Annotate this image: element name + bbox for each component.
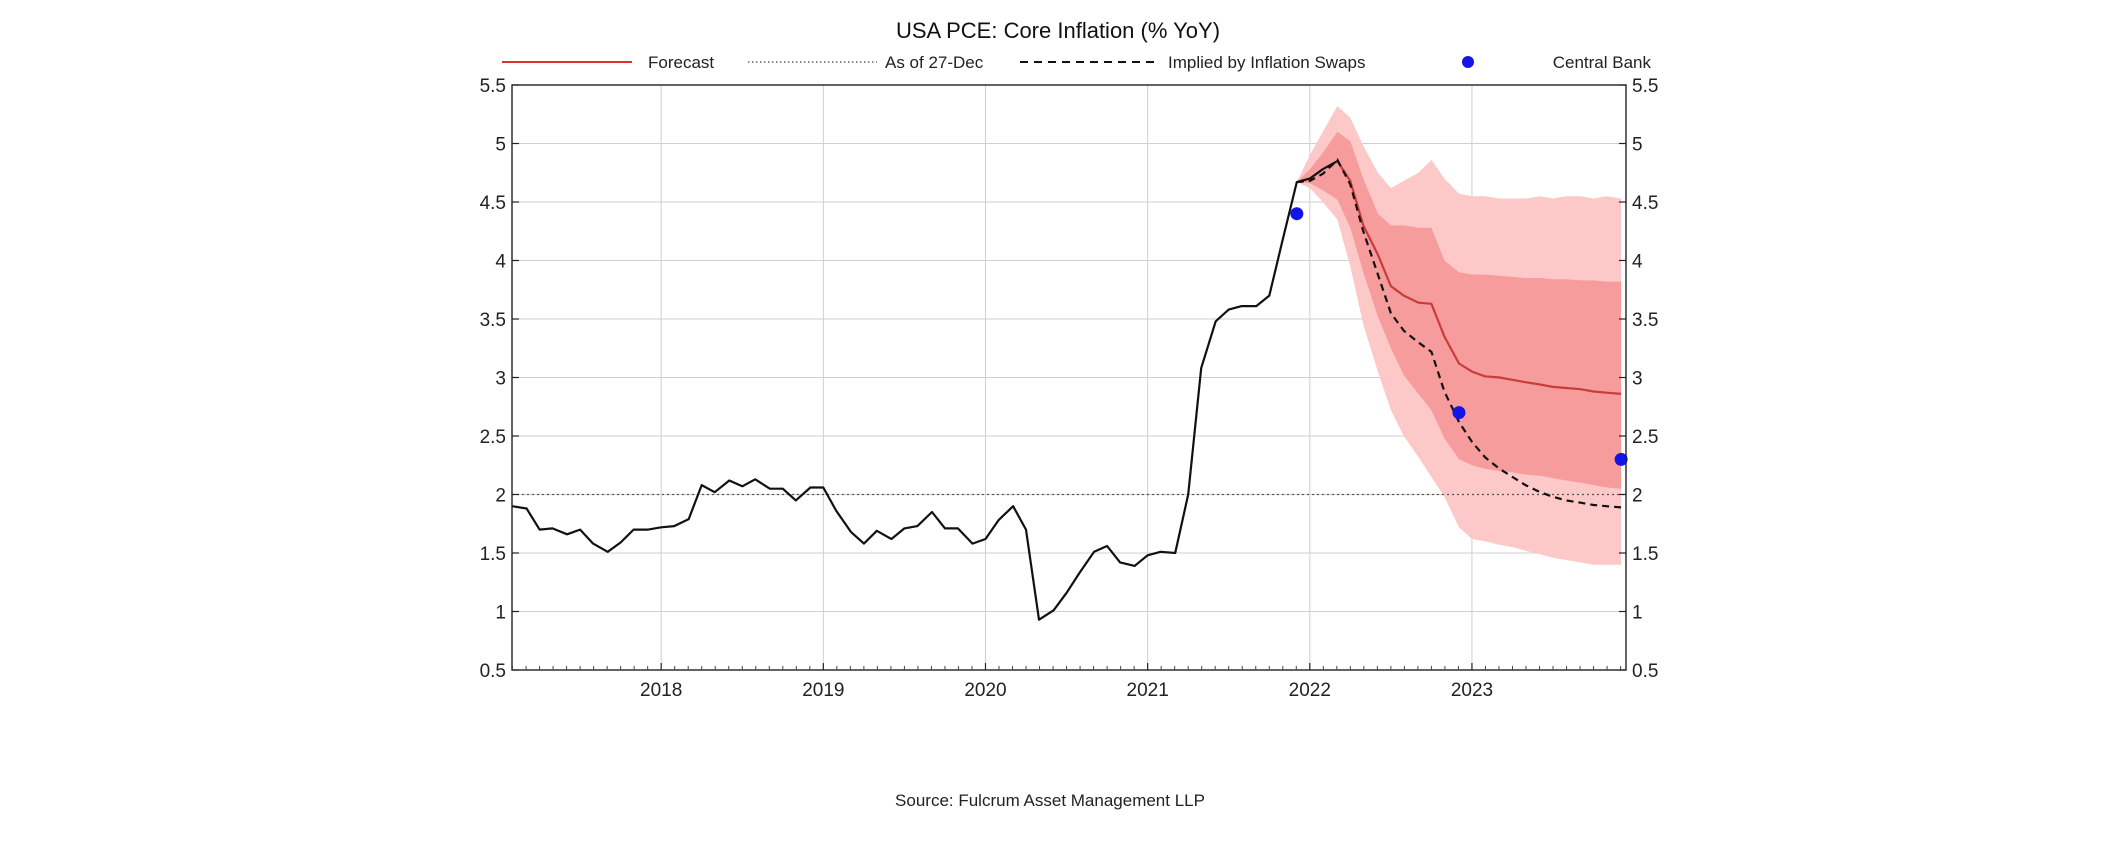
- legend-swaps-label: Implied by Inflation Swaps: [1168, 53, 1366, 72]
- y-tick-label-left: 3.5: [480, 310, 506, 331]
- legend: Forecast As of 27-Dec Implied by Inflati…: [502, 53, 1651, 72]
- y-tick-label-right: 4: [1632, 252, 1643, 273]
- plot-area: 0.5 0.5 1 1 1.5 1.5 2 2 2.5 2.5 3 3 3.5 3.5 4 4 4.5 4.5 5 5…: [480, 76, 1659, 701]
- y-tick-label-left: 5.5: [480, 76, 506, 97]
- x-tick-label: 2018: [640, 680, 682, 701]
- y-tick-label-left: 1.5: [480, 544, 506, 565]
- central-bank-point: [1452, 406, 1466, 420]
- legend-central-bank-marker: [1462, 56, 1474, 68]
- x-tick-label: 2019: [802, 680, 844, 701]
- y-tick-label-left: 2.5: [480, 427, 506, 448]
- y-tick-label-right: 1: [1632, 603, 1643, 624]
- y-tick-label-right: 5: [1632, 135, 1643, 156]
- y-tick-label-left: 4.5: [480, 193, 506, 214]
- x-tick-label: 2023: [1451, 680, 1493, 701]
- y-tick-label-left: 5: [495, 135, 506, 156]
- y-tick-label-left: 3: [495, 369, 506, 390]
- y-tick-label-right: 3.5: [1632, 310, 1658, 331]
- y-tick-label-left: 0.5: [480, 661, 506, 682]
- legend-forecast-label: Forecast: [648, 53, 714, 72]
- y-tick-label-left: 1: [495, 603, 506, 624]
- central-bank-point: [1290, 207, 1304, 221]
- legend-central-bank-label: Central Bank: [1553, 53, 1652, 72]
- chart-title: USA PCE: Core Inflation (% YoY): [896, 18, 1220, 43]
- y-tick-label-right: 0.5: [1632, 661, 1658, 682]
- forecast-band-inner: [1296, 131, 1622, 489]
- x-tick-label: 2022: [1289, 680, 1331, 701]
- y-tick-label-right: 4.5: [1632, 193, 1658, 214]
- source-note: Source: Fulcrum Asset Management LLP: [895, 791, 1205, 810]
- series-actual-line: [511, 160, 1338, 621]
- series-forecast-line: [1336, 160, 1622, 395]
- x-tick-label: 2021: [1127, 680, 1169, 701]
- central-bank-point: [1614, 452, 1628, 466]
- y-tick-label-right: 2.5: [1632, 427, 1658, 448]
- x-tick-label: 2020: [964, 680, 1006, 701]
- legend-as-of-label: As of 27-Dec: [885, 53, 984, 72]
- y-tick-label-right: 1.5: [1632, 544, 1658, 565]
- series-swaps-line: [1296, 158, 1622, 509]
- y-tick-label-left: 4: [495, 252, 506, 273]
- y-tick-label-right: 5.5: [1632, 76, 1658, 97]
- y-tick-label-right: 3: [1632, 369, 1643, 390]
- y-tick-label-left: 2: [495, 486, 506, 507]
- y-tick-label-right: 2: [1632, 486, 1643, 507]
